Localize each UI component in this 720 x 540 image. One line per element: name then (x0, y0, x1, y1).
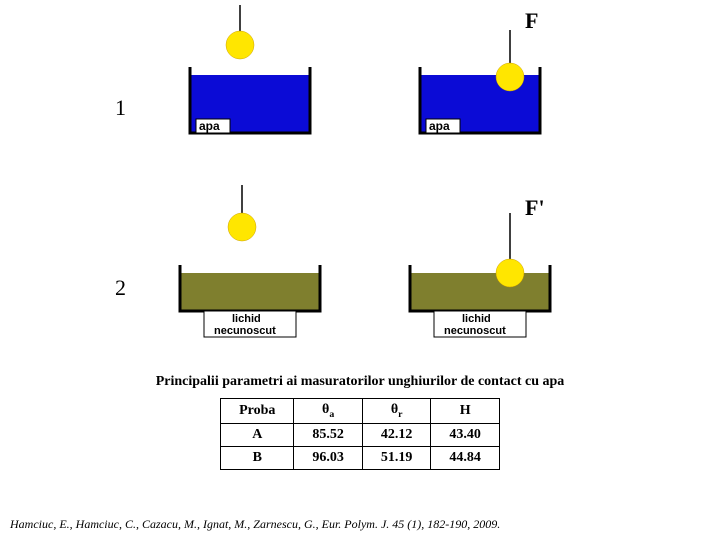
col-h: H (431, 399, 500, 424)
cell: 51.19 (362, 446, 431, 469)
col-proba: Proba (221, 399, 294, 424)
ball-icon (226, 31, 254, 59)
row-label-1: 1 (115, 95, 126, 121)
liquid-label-l1: lichid (232, 313, 261, 325)
panel-1-right-svg: apa (410, 5, 550, 145)
panel-2-left: lichid necunoscut (170, 185, 330, 350)
liquid-label-l1: lichid (462, 313, 491, 325)
panel-1-right: apa (410, 5, 550, 150)
theta-sub-r: r (398, 409, 402, 420)
panel-1-left-svg: apa (180, 5, 320, 145)
col-theta-a: θa (294, 399, 363, 424)
panel-2-right-svg: lichid necunoscut (400, 185, 560, 345)
panel-2-left-svg: lichid necunoscut (170, 185, 330, 345)
cell: 96.03 (294, 446, 363, 469)
cell: B (221, 446, 294, 469)
liquid-unknown (410, 273, 550, 311)
table-wrap: Proba θa θr H A 85.52 42.12 43.40 B 96.0… (0, 398, 720, 470)
cell: A (221, 423, 294, 446)
liquid-label-l2: necunoscut (214, 325, 276, 337)
row-label-2: 2 (115, 275, 126, 301)
citation-text: Hamciuc, E., Hamciuc, C., Cazacu, M., Ig… (10, 517, 500, 532)
ball-icon (496, 63, 524, 91)
col-theta-r: θr (362, 399, 431, 424)
cell: 44.84 (431, 446, 500, 469)
panel-1-left: apa (180, 5, 320, 150)
cell: 43.40 (431, 423, 500, 446)
figure-caption: Principalii parametri ai masuratorilor u… (0, 374, 720, 390)
liquid-unknown (180, 273, 320, 311)
liquid-label-l2: necunoscut (444, 325, 506, 337)
ball-icon (496, 259, 524, 287)
table-header-row: Proba θa θr H (221, 399, 500, 424)
ball-icon (228, 213, 256, 241)
parameters-table: Proba θa θr H A 85.52 42.12 43.40 B 96.0… (220, 398, 500, 470)
theta-sub-a: a (329, 409, 334, 420)
panel-2-right: lichid necunoscut (400, 185, 560, 350)
liquid-label: apa (429, 119, 450, 133)
table-row: A 85.52 42.12 43.40 (221, 423, 500, 446)
cell: 42.12 (362, 423, 431, 446)
figure-area: 1 2 F F' apa apa li (0, 0, 720, 370)
liquid-label: apa (199, 119, 220, 133)
cell: 85.52 (294, 423, 363, 446)
table-row: B 96.03 51.19 44.84 (221, 446, 500, 469)
